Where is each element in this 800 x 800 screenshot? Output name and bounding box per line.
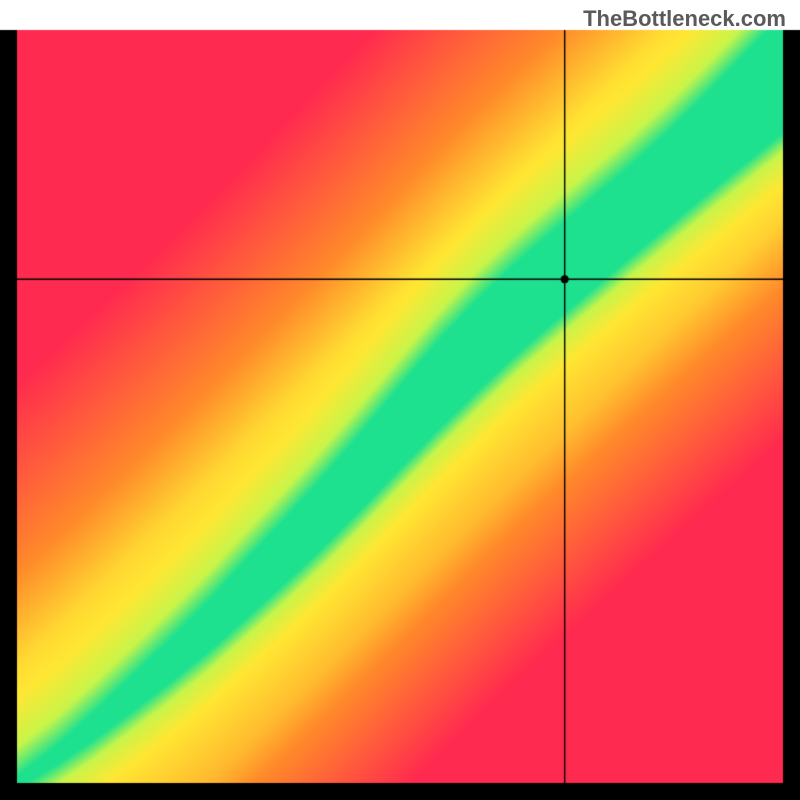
bottleneck-heatmap xyxy=(0,0,800,800)
chart-container: TheBottleneck.com xyxy=(0,0,800,800)
watermark-text: TheBottleneck.com xyxy=(583,6,786,32)
